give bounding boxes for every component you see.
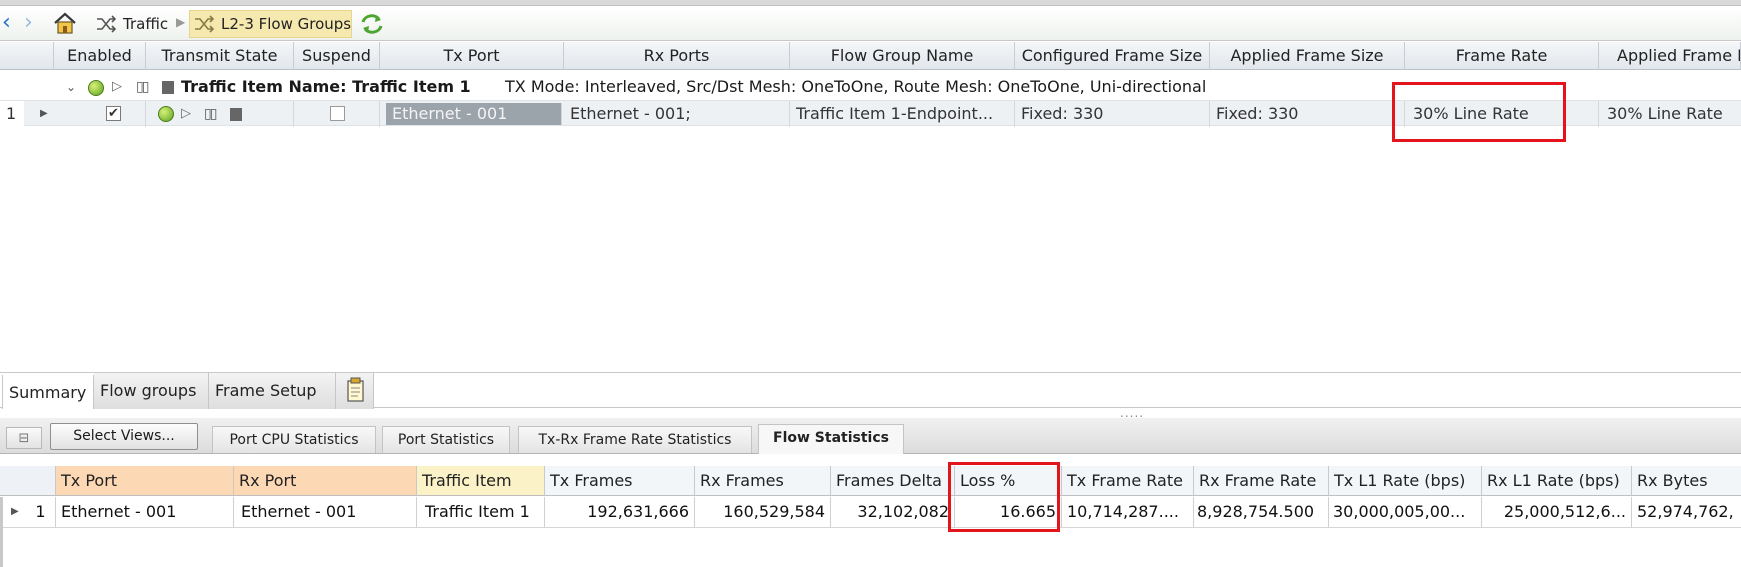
stop-icon[interactable] [162,81,174,94]
col-stats-tx-port[interactable]: Tx Port [56,466,234,496]
notes-icon [347,377,364,402]
suspend-checkbox[interactable] [330,106,345,121]
pin-button[interactable]: ⊟ [6,427,42,449]
suspend-cell [294,101,380,127]
traffic-shuffle-icon [95,15,117,33]
col-configured-frame-size[interactable]: Configured Frame Size [1015,42,1210,70]
rx-frames-cell: 160,529,584 [695,497,831,527]
back-arrow-icon[interactable]: ‹ [2,10,11,35]
flow-stats-row[interactable] [0,497,1741,528]
stats-rx-port-cell[interactable]: Ethernet - 001 [234,497,417,527]
play-icon[interactable]: ▷ [181,106,191,121]
col-tx-port[interactable]: Tx Port [380,42,564,70]
applied-frame-size-cell[interactable]: Fixed: 330 [1210,101,1405,127]
col-enabled[interactable]: Enabled [54,42,146,70]
forward-arrow-icon[interactable]: › [24,10,33,35]
tab-flow-groups[interactable]: Flow groups [94,373,209,409]
col-stats-traffic-item[interactable]: Traffic Item [417,466,545,496]
col-stats-rx-port[interactable]: Rx Port [234,466,417,496]
refresh-icon[interactable] [359,12,385,36]
col-tx-frame-rate[interactable]: Tx Frame Rate [1062,466,1194,496]
col-frame-rate[interactable]: Frame Rate [1405,42,1599,70]
flow-group-name-cell[interactable]: Traffic Item 1-Endpoint... [790,101,1015,127]
breadcrumb-l2-3-flow-groups[interactable]: L2-3 Flow Groups [221,15,352,33]
stats-row-expander-icon[interactable]: ▶ [11,506,19,517]
collapse-chevron-icon[interactable]: ⌄ [66,80,77,94]
top-strip [0,0,1741,6]
col-rx-l1-rate[interactable]: Rx L1 Rate (bps) [1482,466,1632,496]
splitter-grip[interactable]: ..... [1120,406,1145,420]
tx-port-cell[interactable]: Ethernet - 001 [386,103,562,125]
tab-port-statistics[interactable]: Port Statistics [382,426,510,453]
tab-port-cpu-statistics[interactable]: Port CPU Statistics [212,426,376,453]
tab-flow-statistics[interactable]: Flow Statistics [758,424,904,454]
traffic-item-details: TX Mode: Interleaved, Src/Dst Mesh: OneT… [505,77,1207,96]
breadcrumb-active-background [189,10,352,38]
statistics-views-strip: ⊟ Select Views... Port CPU Statistics Po… [0,418,1741,454]
enabled-cell: ✔ [54,101,146,127]
stats-traffic-item-cell[interactable]: Traffic Item 1 [417,497,545,527]
breadcrumb-traffic[interactable]: Traffic [123,15,169,33]
col-tx-frames[interactable]: Tx Frames [545,466,695,496]
pause-icon[interactable]: ▯▯ [204,106,217,122]
transmit-state-cell: ▷ ▯▯ [146,101,294,127]
tx-frame-rate-cell: 10,714,287.... [1062,497,1194,527]
breadcrumb-separator-icon: ▶ [176,15,186,29]
frame-rate-highlight-box [1392,82,1566,142]
pause-icon[interactable]: ▯▯ [136,79,149,95]
home-icon[interactable] [52,11,78,35]
tx-l1-rate-cell: 30,000,005,00... [1329,497,1482,527]
tab-tx-rx-frame-rate-statistics[interactable]: Tx-Rx Frame Rate Statistics [518,426,752,453]
stats-row-number: 1 [26,497,56,527]
row-number: 1 [0,101,24,127]
loss-pct-highlight-box [948,462,1060,532]
status-green-icon [158,106,174,122]
rx-bytes-cell: 52,974,762, [1637,502,1734,521]
bottom-tab-bar: Summary Flow groups Frame Setup [0,372,1741,409]
breadcrumb: ‹ › Traffic ▶ L2-3 Flow Groups [0,7,1741,41]
stats-row-header-corner [0,466,56,496]
col-rx-frames[interactable]: Rx Frames [695,466,831,496]
frame-rate-cell[interactable]: 30% Line Rate [1405,101,1599,127]
notes-tab[interactable] [336,373,374,409]
flow-groups-shuffle-icon [193,15,215,33]
col-suspend[interactable]: Suspend [294,42,380,70]
row-expander-icon[interactable]: ▶ [40,108,48,119]
col-rx-bytes[interactable]: Rx Bytes [1632,466,1741,496]
col-flow-group-name[interactable]: Flow Group Name [790,42,1015,70]
stats-tx-port-cell[interactable]: Ethernet - 001 [56,497,234,527]
tab-summary[interactable]: Summary [2,375,94,409]
flow-group-row[interactable]: 1 ▶ ✔ ▷ ▯▯ Ethernet - 001 Ethernet - 001… [0,100,1741,127]
stats-grid-left-edge [0,497,3,567]
tab-frame-setup[interactable]: Frame Setup [209,373,336,409]
traffic-item-title: Traffic Item Name: Traffic Item 1 [181,77,471,96]
traffic-item-group-row[interactable]: ⌄ ▷ ▯▯ Traffic Item Name: Traffic Item 1… [0,75,1741,99]
select-views-button[interactable]: Select Views... [50,423,198,450]
col-rx-frame-rate[interactable]: Rx Frame Rate [1194,466,1329,496]
status-green-icon [88,80,104,96]
frames-delta-cell: 32,102,082 [831,497,955,527]
loss-pct-cell: 16.665 [955,497,1062,527]
applied-frame-rate-cell: 30% Line Rate [1607,104,1723,123]
tx-frames-cell: 192,631,666 [545,497,695,527]
col-loss-pct[interactable]: Loss % [955,466,1062,496]
configured-frame-size-cell[interactable]: Fixed: 330 [1015,101,1210,127]
col-applied-frame-size[interactable]: Applied Frame Size [1210,42,1405,70]
enabled-checkbox[interactable]: ✔ [106,106,121,121]
rx-frame-rate-cell: 8,928,754.500 [1194,497,1329,527]
row-header-corner [0,42,54,70]
stop-icon[interactable] [230,108,242,121]
play-icon[interactable]: ▷ [112,79,122,94]
rx-ports-cell[interactable]: Ethernet - 001; [564,101,790,127]
rx-l1-rate-cell: 25,000,512,6... [1482,497,1632,527]
col-transmit-state[interactable]: Transmit State [146,42,294,70]
col-tx-l1-rate[interactable]: Tx L1 Rate (bps) [1329,466,1482,496]
col-rx-ports[interactable]: Rx Ports [564,42,790,70]
col-applied-frame-rate[interactable]: Applied Frame R [1599,42,1741,70]
col-frames-delta[interactable]: Frames Delta [831,466,955,496]
